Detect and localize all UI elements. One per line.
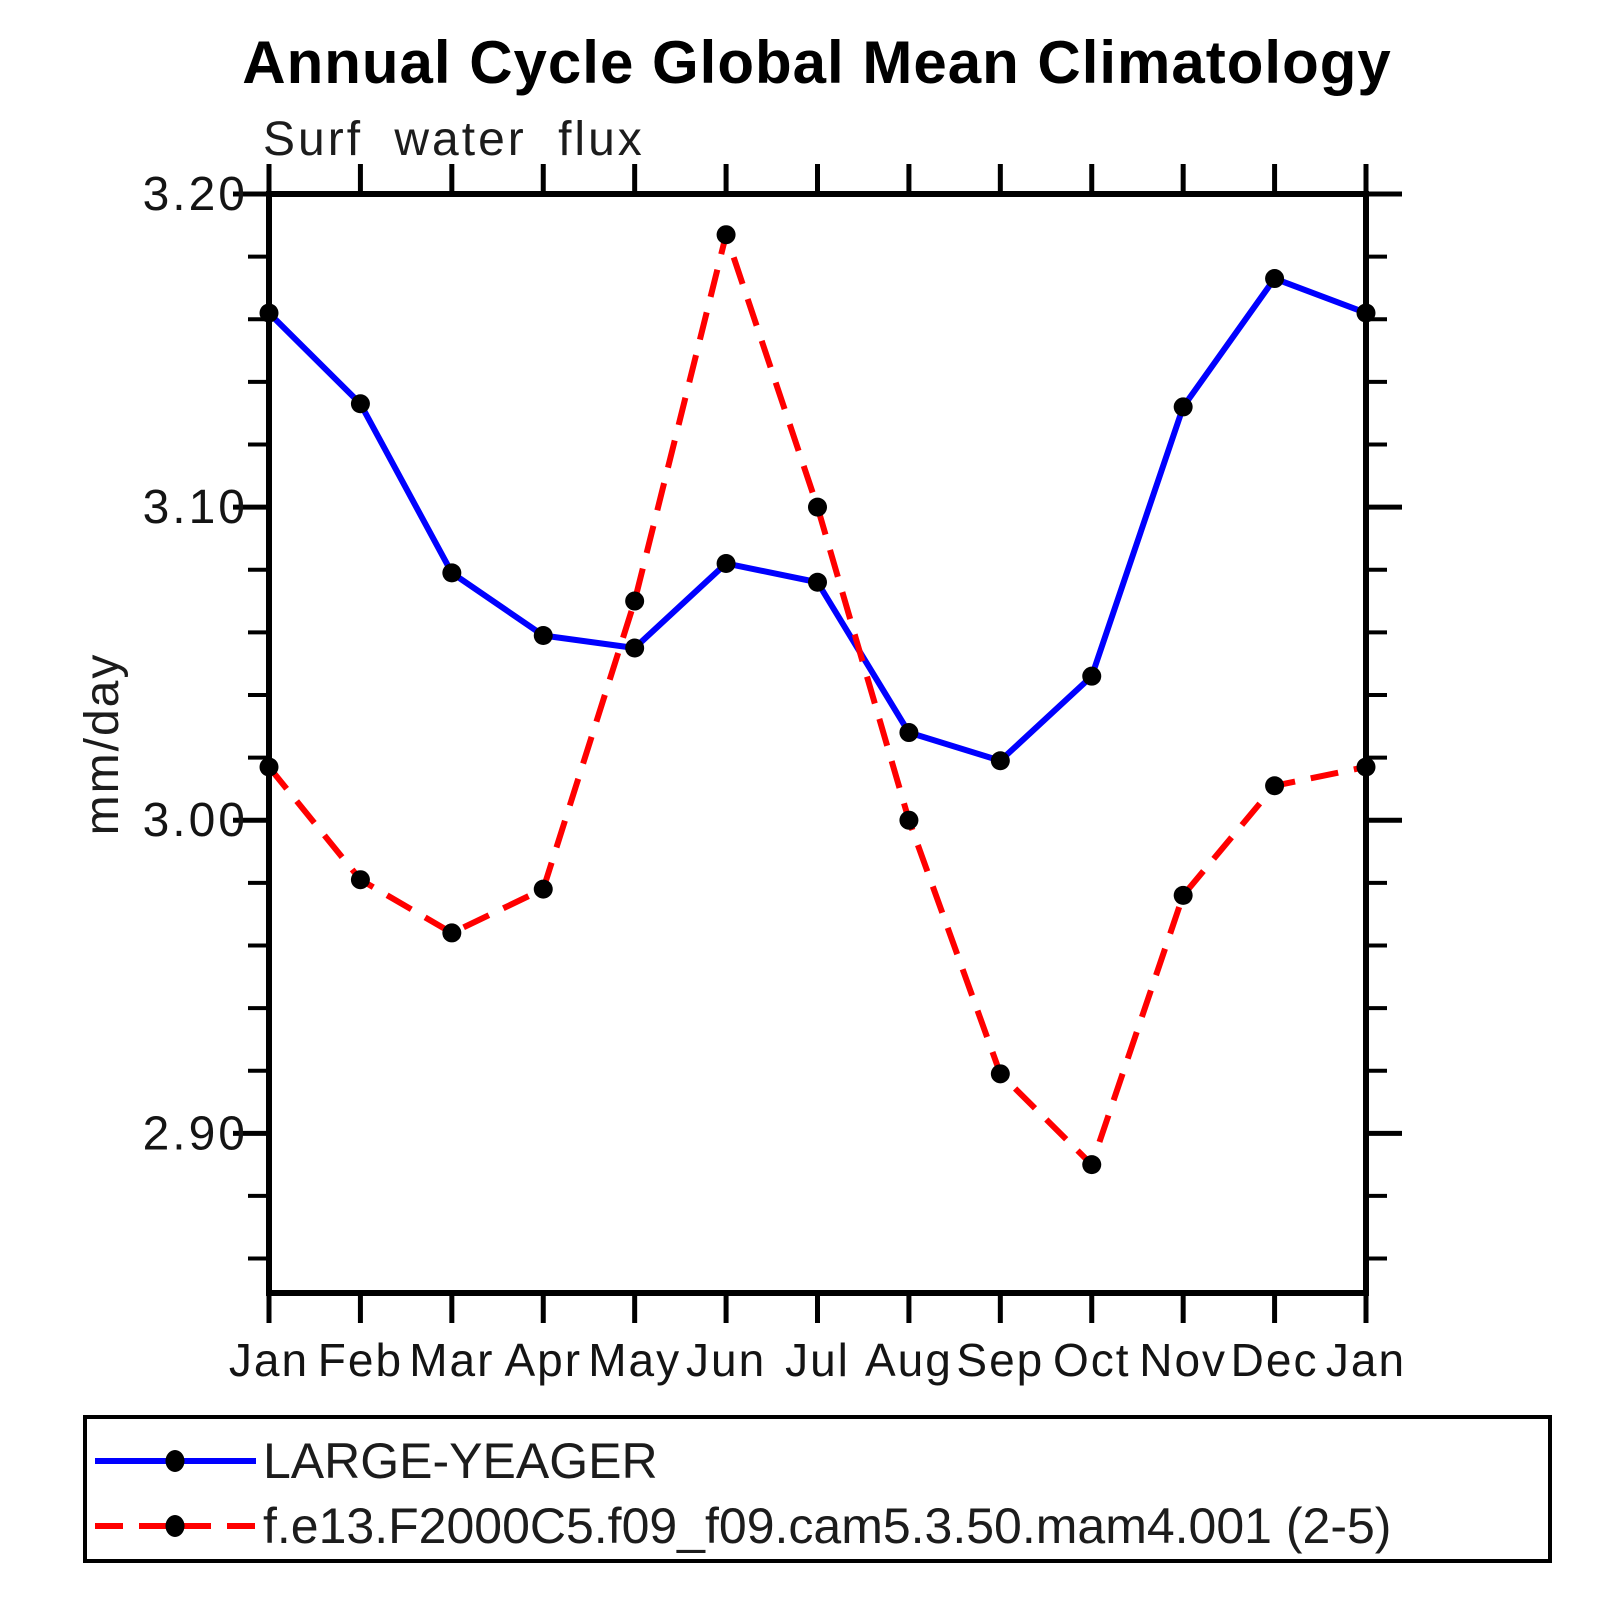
data-point <box>1356 757 1376 777</box>
legend-line-sample-dashed <box>95 1515 256 1537</box>
data-point <box>442 923 462 943</box>
x-tick-label: Jul <box>785 1334 850 1386</box>
data-point <box>1265 269 1285 289</box>
y-tick-label: 3.20 <box>143 168 248 221</box>
x-tick-label: Apr <box>504 1334 582 1386</box>
data-point <box>533 879 553 899</box>
data-point <box>899 723 919 743</box>
data-point <box>1356 303 1376 323</box>
legend-marker-dot <box>165 1515 185 1537</box>
legend: LARGE-YEAGER f.e13.F2000C5.f09_f09.cam5.… <box>83 1415 1552 1563</box>
data-point <box>990 751 1010 771</box>
legend-marker-dot <box>165 1450 185 1472</box>
x-tick-label: Jun <box>686 1334 766 1386</box>
x-tick-label: Feb <box>318 1334 403 1386</box>
y-tick-label: 3.00 <box>143 794 248 847</box>
plot-border <box>266 191 1369 1296</box>
legend-label-series-2: f.e13.F2000C5.f09_f09.cam5.3.50.mam4.001… <box>263 1498 1392 1554</box>
data-point <box>533 625 553 645</box>
x-tick-label: Mar <box>409 1334 494 1386</box>
data-point <box>350 394 370 414</box>
legend-line-sample-solid <box>95 1450 256 1472</box>
data-point <box>350 870 370 890</box>
legend-item-large-yeager: LARGE-YEAGER <box>89 1433 658 1489</box>
series-line-0 <box>266 275 1368 764</box>
x-tick-label: May <box>588 1334 681 1386</box>
x-tick-label: Oct <box>1053 1334 1131 1386</box>
data-point <box>1265 776 1285 796</box>
data-point <box>899 810 919 830</box>
data-point <box>625 591 645 611</box>
data-point <box>1173 885 1193 905</box>
data-point <box>1082 666 1102 686</box>
legend-label-series-1: LARGE-YEAGER <box>263 1433 658 1489</box>
y-tick-label: 3.10 <box>143 481 248 534</box>
x-tick-label: Nov <box>1139 1334 1227 1386</box>
x-tick-label: Dec <box>1231 1334 1319 1386</box>
data-point <box>716 553 736 573</box>
series-line-1 <box>266 231 1367 1168</box>
chart-subtitle: Surf water flux <box>263 113 645 166</box>
legend-item-model-run: f.e13.F2000C5.f09_f09.cam5.3.50.mam4.001… <box>89 1498 1391 1554</box>
data-point <box>1082 1155 1102 1175</box>
data-point <box>716 225 736 245</box>
data-point <box>442 563 462 583</box>
x-tick-label: Sep <box>956 1334 1044 1386</box>
data-point <box>625 638 645 658</box>
data-point <box>808 497 827 517</box>
data-point <box>259 303 279 323</box>
data-point <box>808 572 827 592</box>
y-tick-label: 2.90 <box>143 1107 248 1160</box>
x-tick-label: Jan <box>1326 1334 1406 1386</box>
data-point <box>1173 397 1193 417</box>
chart-title: Annual Cycle Global Mean Climatology <box>242 29 1392 96</box>
x-tick-label: Jan <box>229 1334 309 1386</box>
data-point <box>259 757 279 777</box>
data-point <box>990 1064 1010 1084</box>
x-tick-label: Aug <box>865 1334 953 1386</box>
